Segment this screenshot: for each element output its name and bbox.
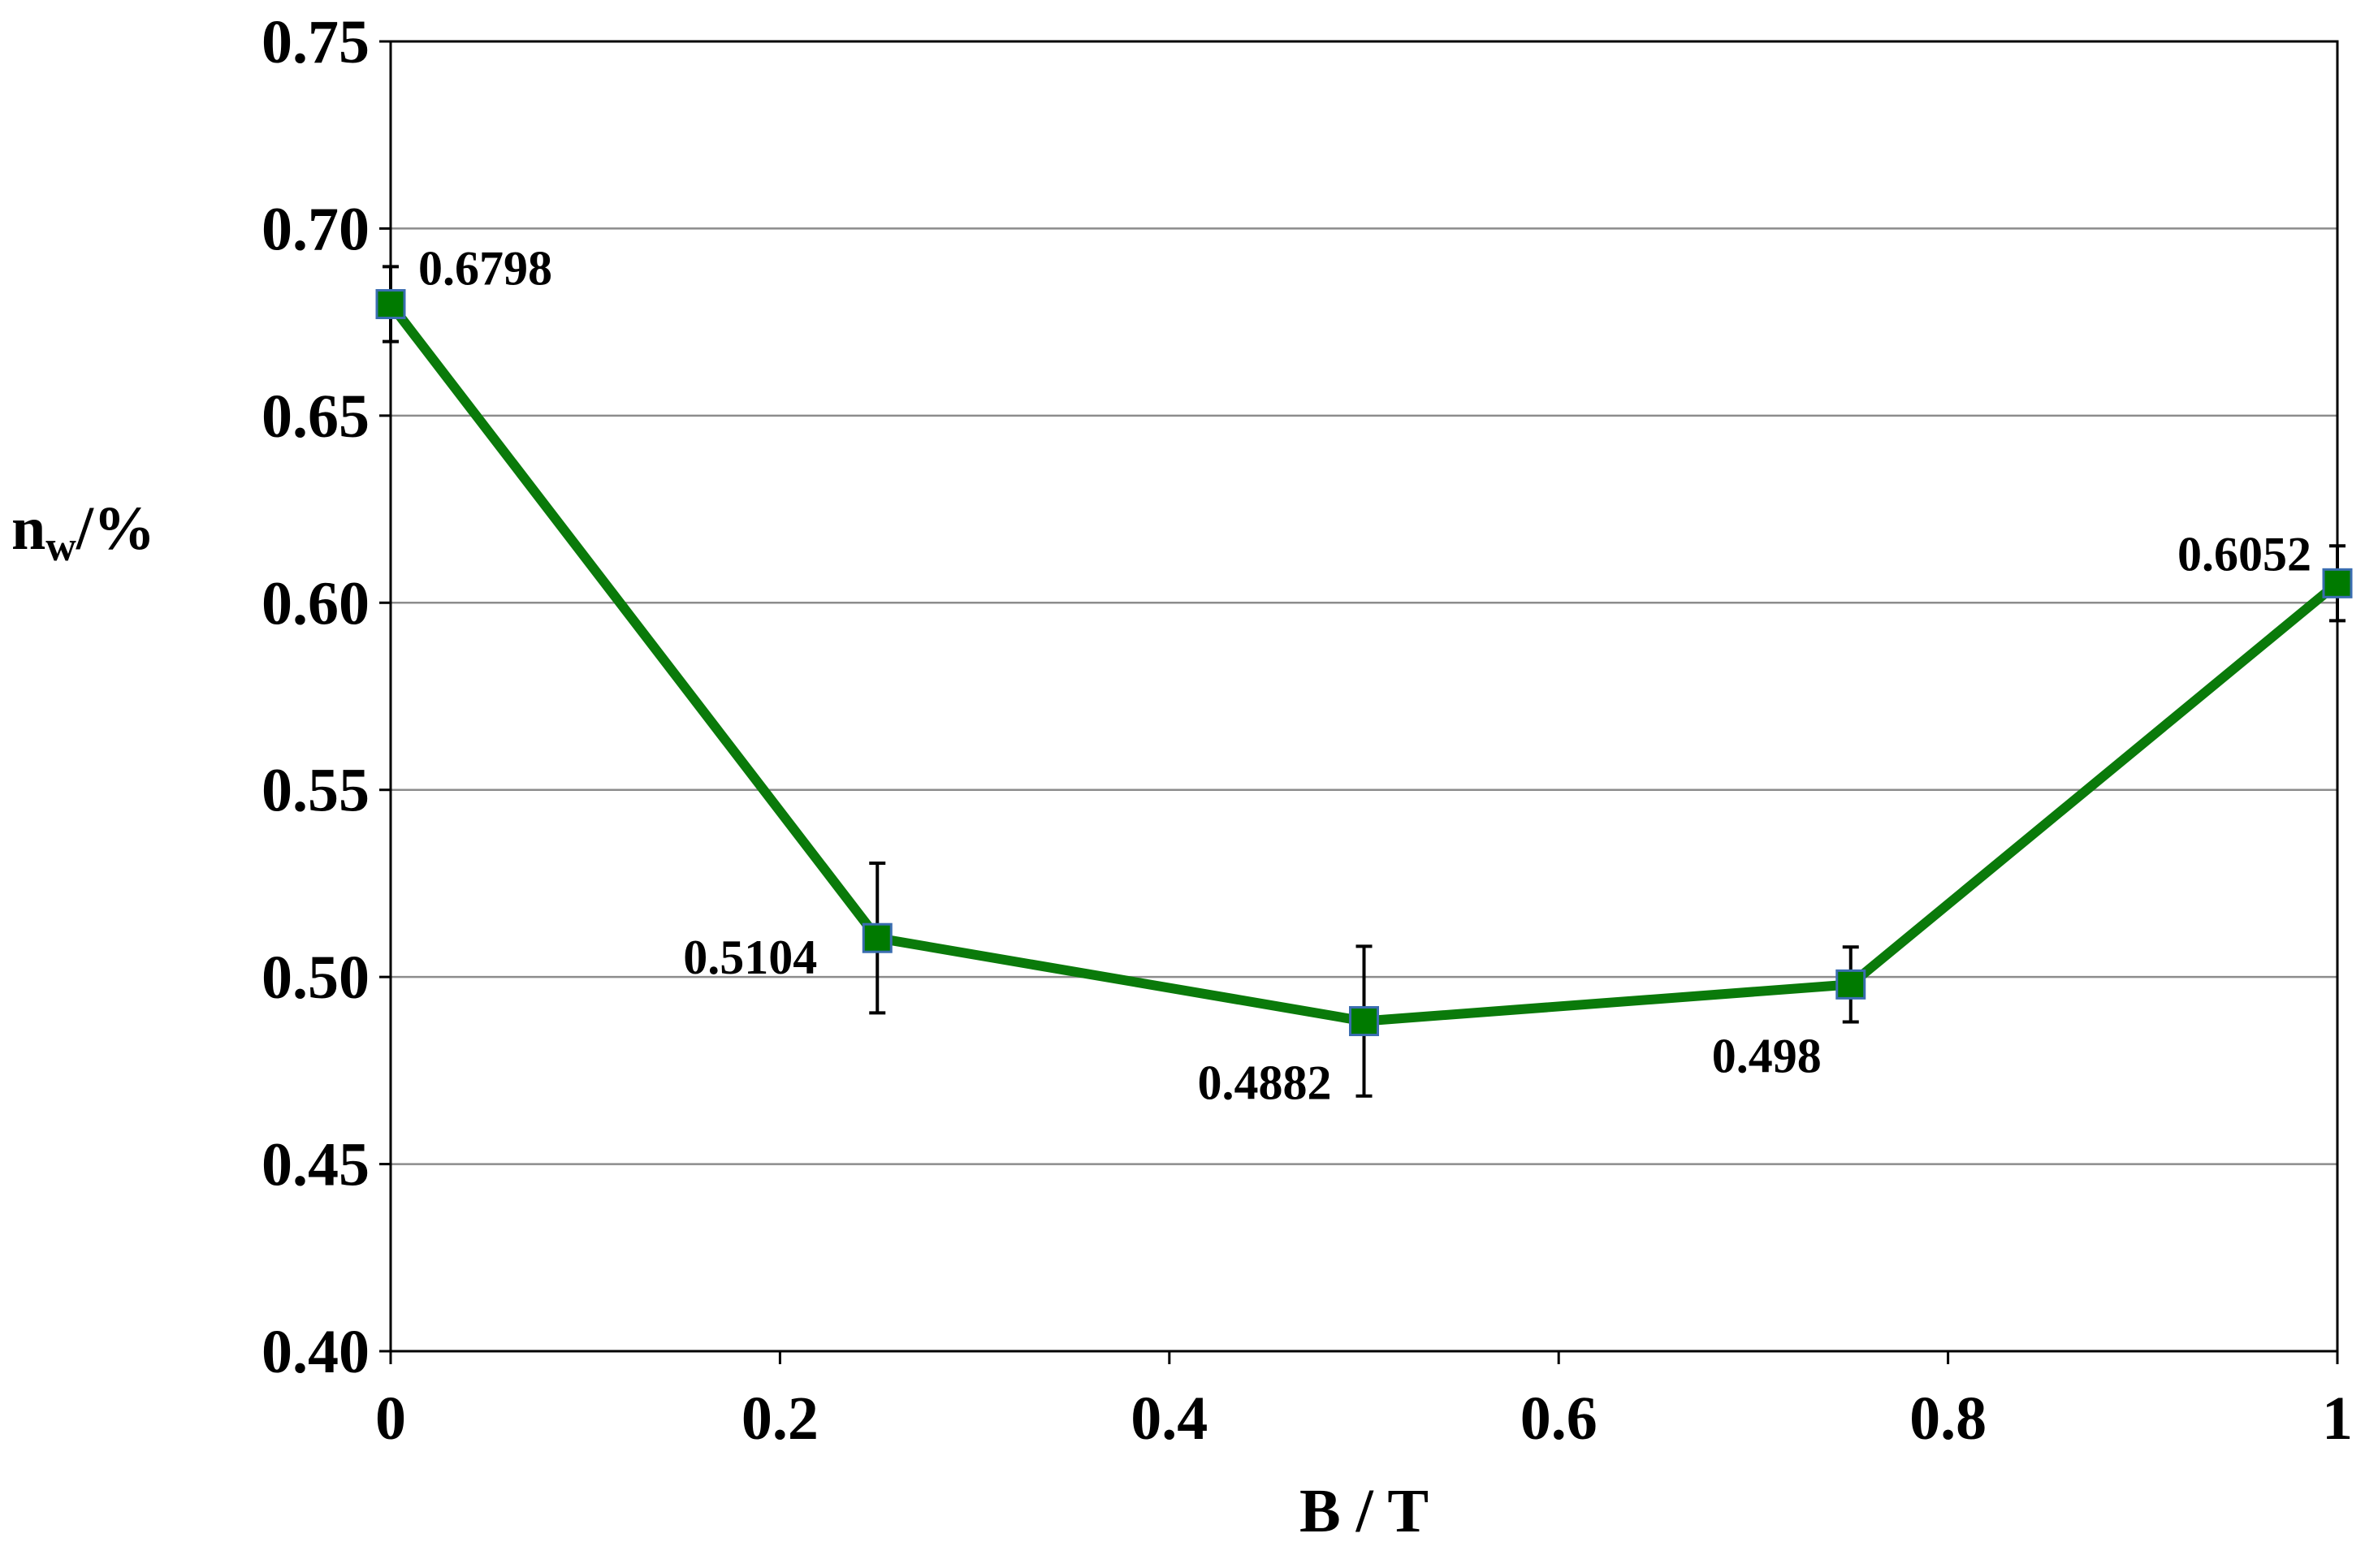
- data-point-marker: [2322, 568, 2353, 598]
- data-label: 0.5104: [683, 931, 817, 984]
- data-label: 0.498: [1712, 1029, 1822, 1082]
- y-tick-label: 0.50: [262, 944, 370, 1012]
- data-label: 0.4882: [1198, 1056, 1332, 1110]
- y-axis-title-suffix: /%: [76, 495, 155, 563]
- plot-area-frame: [389, 40, 2339, 1353]
- x-axis-ticks: 0 0.2 0.4 0.6 0.8 1: [375, 1351, 2353, 1453]
- y-axis-title-main: n: [11, 495, 45, 563]
- y-tick-label: 0.70: [262, 195, 370, 263]
- x-tick-label: 0.2: [741, 1384, 819, 1453]
- y-tick-label: 0.40: [262, 1318, 370, 1386]
- data-point-marker: [1349, 1006, 1379, 1037]
- data-label: 0.6052: [2177, 527, 2311, 581]
- y-tick-label: 0.55: [262, 757, 370, 825]
- data-markers: [375, 289, 2353, 1037]
- y-tick-label: 0.75: [262, 8, 370, 76]
- x-tick-label: 0.4: [1131, 1384, 1208, 1453]
- y-axis-title: nw/%: [11, 495, 155, 570]
- y-tick-label: 0.60: [262, 569, 370, 637]
- x-tick-label: 1: [2322, 1384, 2353, 1453]
- x-tick-label: 0.8: [1909, 1384, 1987, 1453]
- x-axis-title: B / T: [1299, 1477, 1429, 1545]
- data-point-marker: [862, 922, 893, 953]
- y-tick-label: 0.45: [262, 1131, 370, 1199]
- x-tick-label: 0: [375, 1384, 406, 1453]
- y-axis-ticks: 0.40 0.45 0.50 0.55 0.60 0.65 0.70 0.75: [262, 8, 391, 1386]
- data-label: 0.6798: [418, 242, 552, 296]
- data-point-labels: 0.6798 0.5104 0.4882 0.498 0.6052: [418, 242, 2311, 1110]
- data-point-marker: [1835, 969, 1866, 1000]
- x-tick-label: 0.6: [1520, 1384, 1598, 1453]
- y-axis-title-subscript: w: [45, 524, 76, 570]
- data-point-marker: [375, 289, 406, 320]
- y-tick-label: 0.65: [262, 382, 370, 451]
